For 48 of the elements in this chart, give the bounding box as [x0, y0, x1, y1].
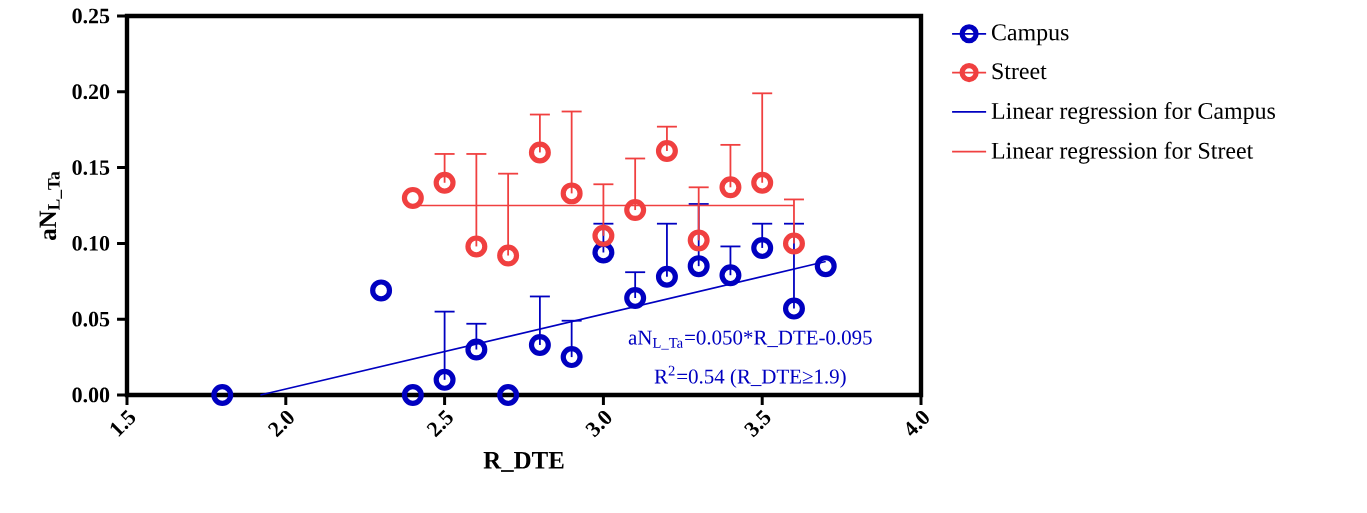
point [624, 199, 647, 222]
point [655, 139, 678, 162]
point [370, 279, 393, 302]
point [719, 176, 742, 199]
point [592, 224, 615, 247]
point [401, 384, 424, 406]
x-tick-label: 2.0 [267, 411, 294, 438]
x-tick-label: 3.0 [585, 411, 612, 438]
x-tick-label: 3.5 [744, 409, 771, 438]
annotation: aN$_{L_Ta}$=0.050*R_DTE-0.095 [628, 330, 872, 350]
annotation: R$^{2}$=0.54 (R_DTE≥1.9) [654, 365, 846, 388]
x-tick-label: 4.0 [906, 411, 929, 436]
point [560, 182, 583, 205]
y-tick-label: 0.00 [72, 387, 110, 403]
legend-label: Linear regression for Street [991, 141, 1254, 164]
point [624, 286, 647, 309]
x-axis-title: R_DTE [483, 452, 564, 472]
point [211, 384, 234, 406]
point [465, 235, 488, 258]
y-tick-label: 0.05 [72, 311, 110, 327]
point [751, 171, 774, 194]
legend-label: Campus [991, 24, 1069, 46]
point [433, 368, 456, 391]
point [782, 297, 805, 320]
x-tick-label: 2.5 [426, 409, 453, 438]
legend-label: Street [992, 63, 1047, 80]
point [497, 384, 520, 406]
point [528, 333, 551, 356]
point [719, 264, 742, 287]
point [433, 171, 456, 194]
y-tick-label: 0.20 [72, 84, 110, 100]
point [782, 232, 805, 255]
y-tick-label: 0.10 [72, 235, 110, 251]
y-tick-label: 0.15 [72, 160, 110, 176]
y-axis-title: aN$_{L_Ta}$ [39, 171, 62, 240]
point [751, 236, 774, 259]
y-tick-label: 0.25 [72, 8, 110, 24]
point [528, 141, 551, 164]
x-tick-label: 1.5 [110, 409, 136, 437]
point [687, 229, 710, 252]
point [814, 255, 837, 278]
point [401, 186, 424, 209]
point [497, 244, 520, 267]
point [687, 255, 710, 278]
point [465, 338, 488, 361]
point [560, 346, 583, 369]
point [655, 265, 678, 288]
legend-label: Linear regression for Campus [991, 101, 1275, 124]
